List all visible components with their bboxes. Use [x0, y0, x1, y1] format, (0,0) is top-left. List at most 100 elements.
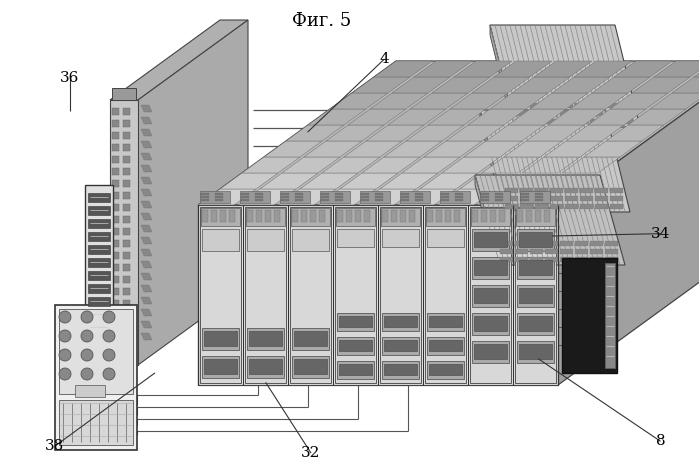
Bar [519, 344, 552, 359]
Bar [112, 276, 119, 283]
Bar [441, 196, 449, 198]
Bar [274, 210, 280, 222]
Bar [335, 199, 343, 201]
Text: Фиг. 5: Фиг. 5 [292, 12, 351, 30]
Polygon shape [138, 20, 248, 365]
Bar [88, 258, 110, 267]
Bar [292, 328, 329, 350]
Polygon shape [610, 93, 668, 109]
Bar [281, 199, 289, 201]
Bar [481, 210, 487, 222]
Polygon shape [450, 93, 508, 109]
Bar [515, 257, 528, 262]
Bar [246, 208, 285, 226]
Polygon shape [490, 25, 515, 137]
Polygon shape [672, 77, 699, 93]
Bar [474, 288, 507, 303]
Bar [535, 210, 541, 222]
Bar [339, 340, 372, 351]
Polygon shape [544, 141, 602, 157]
Bar [562, 258, 617, 373]
Bar [560, 119, 573, 124]
Bar [123, 144, 130, 151]
Bar [247, 356, 284, 378]
Bar [545, 119, 558, 124]
Bar [545, 111, 558, 116]
Bar [112, 312, 119, 319]
Bar [201, 196, 209, 198]
Bar [123, 204, 130, 211]
Polygon shape [530, 93, 588, 109]
Bar [59, 309, 133, 394]
Polygon shape [650, 93, 699, 109]
Bar [455, 196, 463, 198]
Polygon shape [238, 189, 296, 205]
Bar [247, 328, 284, 350]
Bar [241, 199, 249, 201]
Bar [229, 210, 235, 222]
Bar [575, 257, 588, 262]
Bar [215, 193, 223, 195]
Polygon shape [374, 61, 432, 77]
Bar [590, 111, 603, 116]
Bar [112, 252, 119, 259]
Bar [526, 210, 532, 222]
Bar [590, 119, 603, 124]
Bar [346, 210, 352, 222]
Polygon shape [402, 157, 460, 173]
Text: 4: 4 [380, 52, 389, 66]
Polygon shape [398, 189, 456, 205]
Bar [530, 257, 543, 262]
Bar [88, 297, 110, 306]
Bar [75, 385, 105, 397]
Circle shape [59, 368, 71, 380]
Bar [472, 229, 509, 251]
Bar [202, 328, 239, 350]
Bar [472, 210, 478, 222]
Bar [201, 208, 240, 226]
Bar [123, 168, 130, 175]
Bar [521, 193, 529, 195]
Bar [474, 260, 507, 275]
Bar [204, 359, 237, 374]
Polygon shape [592, 77, 650, 93]
Bar [88, 219, 110, 228]
Bar [519, 316, 552, 331]
Bar [391, 210, 397, 222]
Polygon shape [348, 109, 406, 125]
Polygon shape [220, 173, 278, 189]
Bar [550, 188, 563, 193]
Bar [575, 241, 588, 246]
Polygon shape [438, 189, 496, 205]
Bar [123, 336, 130, 343]
Polygon shape [326, 125, 384, 141]
Bar [495, 199, 503, 201]
Polygon shape [304, 141, 362, 157]
Polygon shape [322, 157, 380, 173]
Bar [517, 229, 554, 251]
Bar [292, 356, 329, 378]
Bar [401, 199, 409, 201]
Bar [535, 193, 543, 195]
Circle shape [103, 330, 115, 342]
Bar [211, 210, 217, 222]
Polygon shape [141, 321, 152, 328]
Bar [490, 210, 496, 222]
Polygon shape [286, 125, 344, 141]
Polygon shape [110, 20, 248, 100]
Bar [123, 132, 130, 139]
Bar [320, 191, 350, 203]
Bar [530, 241, 543, 246]
Bar [517, 313, 554, 335]
Bar [292, 210, 298, 222]
Bar [123, 324, 130, 331]
Text: 32: 32 [301, 446, 321, 460]
Bar [535, 204, 548, 209]
Bar [545, 257, 558, 262]
Bar [590, 257, 603, 262]
Polygon shape [420, 173, 478, 189]
Bar [472, 285, 509, 307]
Polygon shape [141, 213, 152, 220]
Bar [400, 210, 406, 222]
Polygon shape [566, 125, 624, 141]
